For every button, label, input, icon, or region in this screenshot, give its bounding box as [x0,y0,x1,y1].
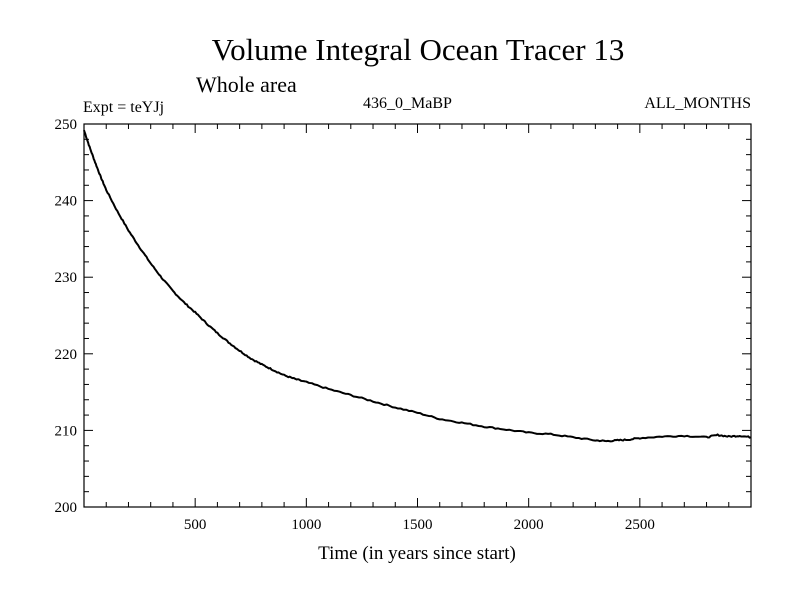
period-label: 436_0_MaBP [363,95,452,112]
chart-title: Volume Integral Ocean Tracer 13 [212,32,625,67]
x-tick-label: 2500 [625,517,655,533]
x-tick-labels: 500 1000 1500 2000 2500 [184,517,655,533]
months-label: ALL_MONTHS [644,95,751,112]
x-axis-label: Time (in years since start) [318,543,516,564]
y-tick-label: 250 [55,117,78,133]
y-tick-labels: 200 210 220 230 240 250 [55,117,78,516]
experiment-label: Expt = teYJj [83,99,164,116]
axis-ticks [84,124,751,507]
plot-frame [83,123,752,508]
x-tick-label: 2000 [514,517,544,533]
y-tick-label: 230 [55,270,78,286]
y-tick-label: 240 [55,194,78,210]
y-tick-label: 210 [55,423,78,439]
x-tick-label: 1000 [291,517,321,533]
x-tick-label: 1500 [403,517,433,533]
chart-subtitle: Whole area [196,72,297,97]
y-tick-label: 200 [55,500,78,516]
series-line [83,129,752,443]
x-tick-label: 500 [184,517,207,533]
y-tick-label: 220 [55,347,78,363]
